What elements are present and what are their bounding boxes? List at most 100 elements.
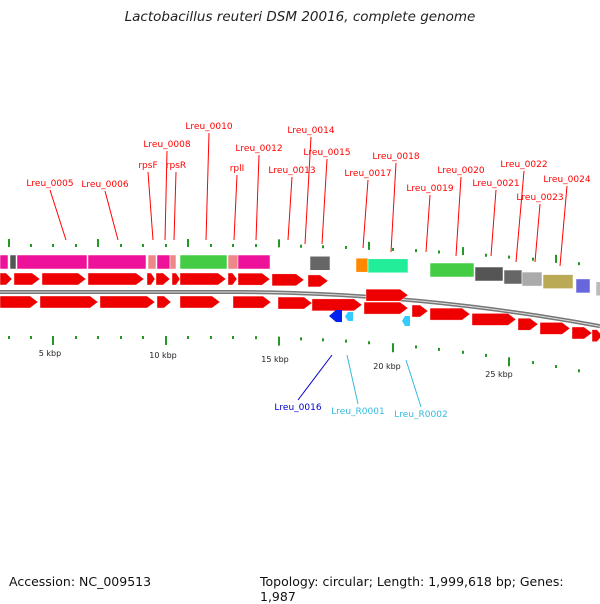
gc-tick	[52, 244, 54, 247]
cds-arrow-lower	[232, 295, 272, 309]
gc-tick	[415, 249, 417, 253]
scale-label: 20 kbp	[373, 362, 401, 371]
cds-arrow-upper	[237, 272, 271, 286]
gene-label: Lreu_0006	[81, 180, 128, 190]
cog-bar	[595, 281, 600, 297]
cds-track	[0, 272, 600, 342]
cds-arrow-lower	[471, 313, 517, 326]
gc-tick-lower	[52, 336, 54, 345]
cog-bar	[0, 254, 9, 270]
gc-tick-lower	[120, 336, 122, 339]
cds-arrow-lower	[429, 307, 471, 321]
gc-tick-lower	[278, 336, 280, 346]
gc-tick	[8, 239, 10, 247]
gc-tick	[392, 247, 394, 251]
gene-label-leader	[164, 150, 168, 241]
cds-arrow-lower	[99, 295, 156, 309]
gene-label: rplI	[230, 164, 245, 174]
gc-tick	[232, 244, 234, 248]
cds-arrow-lower	[0, 295, 39, 309]
gene-label-leader	[515, 170, 525, 263]
gc-tick-lower	[187, 336, 189, 339]
gc-tick-lower	[532, 361, 534, 365]
cds-arrow-lower	[571, 326, 593, 340]
scale-track: 5 kbp 10 kbp 15 kbp 20 kbp 25 kbp	[39, 349, 513, 379]
gene-label-leader	[255, 154, 260, 241]
gene-label-leader	[405, 359, 422, 408]
cds-arrow-lower	[411, 304, 429, 318]
cds-arrow-upper	[365, 288, 409, 302]
gene-label-leader	[362, 179, 369, 249]
gc-tick-lower	[210, 336, 212, 339]
gene-label-leader	[559, 185, 568, 267]
cog-bar	[169, 254, 177, 270]
gene-label-leader	[205, 132, 210, 241]
gc-tick-lower	[97, 336, 99, 339]
gc-tick	[165, 244, 167, 247]
gc-tick	[30, 244, 32, 247]
gc-tick	[142, 244, 144, 247]
cds-arrow-upper	[155, 272, 171, 286]
gc-tick	[508, 255, 510, 259]
cog-bar	[156, 254, 171, 270]
gene-label: Lreu_0023	[516, 193, 563, 203]
cds-arrow-upper	[146, 272, 156, 286]
cds-arrow-upper	[227, 272, 238, 286]
gene-label: Lreu_0008	[143, 140, 190, 150]
cds-arrow-lower	[539, 322, 571, 335]
cog-bar	[179, 254, 228, 270]
gc-tick	[368, 241, 370, 250]
cds-arrow-lower	[39, 295, 99, 309]
gc-tick	[210, 244, 212, 247]
gene-label: Lreu_0016	[274, 403, 321, 413]
gc-tick-lower	[165, 336, 167, 345]
gene-label: rpsF	[138, 161, 157, 171]
gc-tick-lower	[142, 336, 144, 339]
cds-arrow-upper	[307, 274, 329, 288]
gc-tick-lower	[508, 357, 510, 367]
gene-label: Lreu_0013	[268, 166, 315, 176]
gene-label: Lreu_R0001	[331, 407, 384, 417]
gc-tick-lower	[255, 336, 257, 340]
gene-label: Lreu_0015	[303, 148, 350, 158]
gc-tick-lower	[368, 341, 370, 345]
gene-label-leader	[49, 189, 67, 241]
gene-label-leader	[390, 162, 397, 253]
gc-tick	[438, 250, 440, 254]
gene-label: Lreu_0020	[437, 166, 484, 176]
gc-tick	[345, 245, 347, 249]
gene-label-leader	[297, 354, 333, 401]
cds-arrow-lower	[591, 329, 600, 342]
cog-bar	[87, 254, 147, 270]
cog-bar	[429, 262, 475, 278]
gc-tick	[322, 245, 324, 249]
gc-tick-lower	[30, 336, 32, 339]
gc-tick	[462, 247, 464, 256]
cds-arrow-upper	[87, 272, 145, 286]
gc-tick	[555, 254, 557, 263]
cds-arrow-upper	[13, 272, 41, 286]
gene-label-leader	[104, 190, 119, 241]
gc-tick-lower	[555, 365, 557, 369]
gc-content-ticks	[8, 239, 580, 373]
gc-tick	[187, 239, 189, 247]
cog-bar	[9, 254, 17, 270]
gene-label-leader	[147, 171, 154, 241]
cds-arrow-lower	[517, 318, 539, 331]
gene-label-leader	[490, 189, 497, 257]
rna-arrow	[402, 316, 410, 326]
gc-tick-lower	[345, 339, 347, 343]
gc-tick-lower	[438, 347, 440, 351]
gene-label-leader	[425, 194, 431, 253]
gene-label: Lreu_0019	[406, 184, 453, 194]
cds-arrow-upper	[41, 272, 87, 286]
gc-tick-lower	[75, 336, 77, 339]
cds-arrow-lower	[311, 298, 363, 312]
gene-label: Lreu_0022	[500, 160, 547, 170]
gc-tick-lower	[322, 338, 324, 342]
cds-arrow-upper	[271, 273, 305, 287]
gc-tick	[97, 239, 99, 247]
cds-arrow-lower	[277, 296, 313, 310]
